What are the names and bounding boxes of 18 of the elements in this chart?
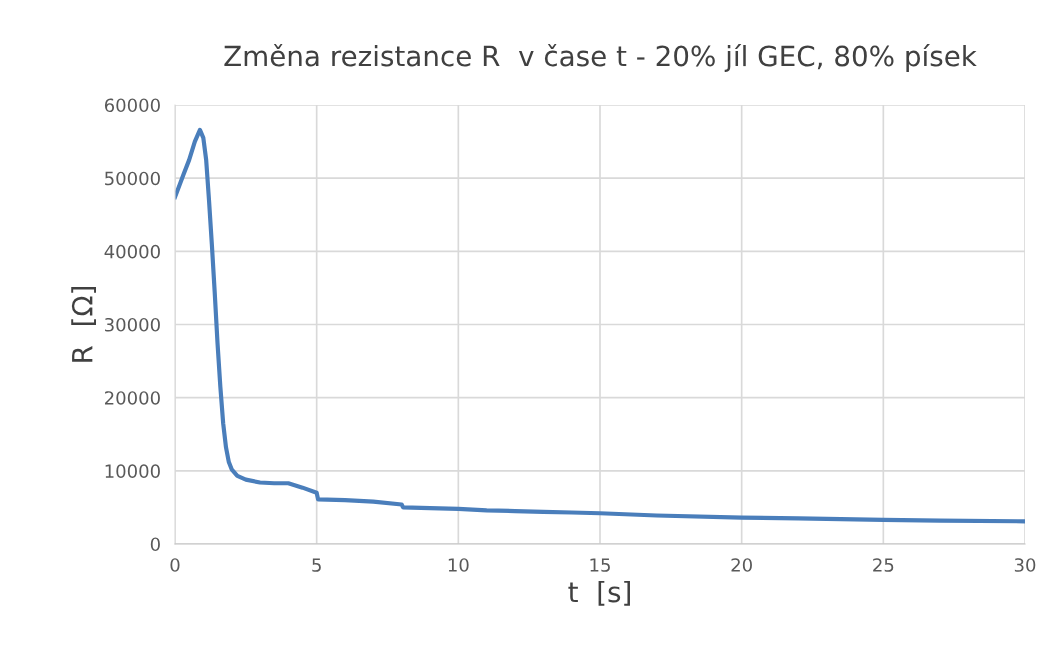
- y-tick-label: 50000: [105, 171, 160, 186]
- y-tick-label: 10000: [105, 464, 160, 478]
- x-tick-label: 0: [170, 558, 180, 572]
- chart-title: Změna rezistance R v čase t - 20% jíl GEC, 80% písek: [224, 43, 977, 72]
- x-tick-label: 25: [873, 558, 894, 572]
- y-axis-title: R [Ω]: [71, 286, 96, 362]
- y-tick-label: 40000: [104, 244, 160, 259]
- x-tick-label: 10: [448, 558, 469, 572]
- x-axis-title: t [s]: [568, 580, 630, 606]
- y-tick-label: 60000: [104, 98, 160, 113]
- y-tick-label: 20000: [105, 391, 160, 405]
- x-tick-label: 5: [312, 558, 321, 572]
- x-tick-label: 20: [731, 558, 752, 572]
- x-tick-label: 15: [590, 558, 610, 572]
- y-tick-label: 30000: [105, 317, 160, 332]
- y-tick-label: 0: [150, 537, 160, 552]
- line-series: [175, 127, 1025, 524]
- x-tick-label: 30: [1014, 558, 1036, 572]
